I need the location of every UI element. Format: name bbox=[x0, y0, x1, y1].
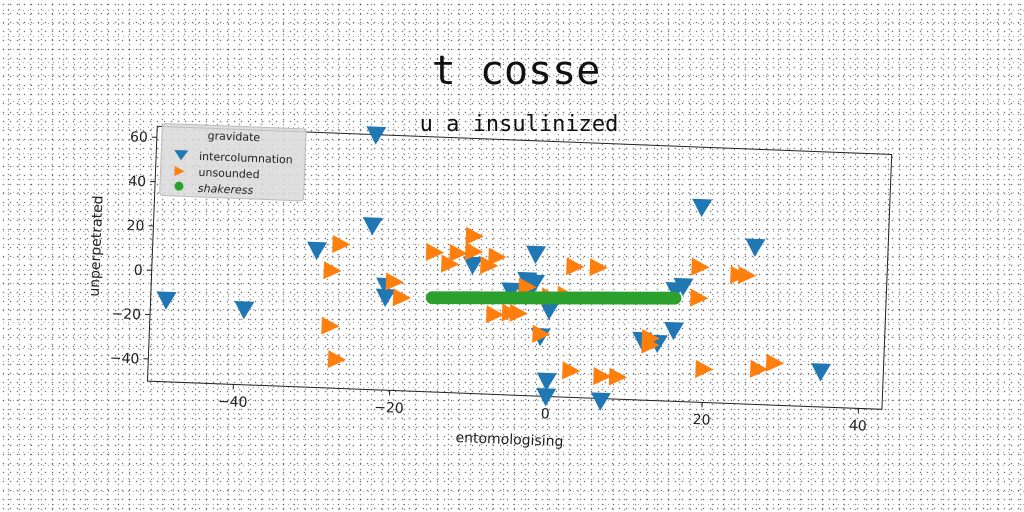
intercolumnation-point bbox=[307, 241, 328, 261]
legend-box bbox=[159, 123, 307, 202]
unsounded-point bbox=[425, 243, 445, 261]
x-axis-label: entomologising bbox=[455, 430, 563, 450]
unsounded-point bbox=[589, 258, 608, 277]
unsounded-point bbox=[480, 256, 499, 275]
unsounded-point bbox=[509, 303, 528, 322]
intercolumnation-point bbox=[673, 277, 694, 297]
intercolumnation-point bbox=[362, 217, 383, 236]
legend-label-intercolumnation: intercolumnation bbox=[199, 150, 293, 167]
axis-ticks: −40 −20 0 20 40 −40 −20 0 20 40 60 bbox=[109, 129, 867, 435]
unsounded-point bbox=[323, 261, 342, 280]
plot-frame bbox=[146, 125, 893, 410]
x-tick-label: −20 bbox=[374, 400, 404, 417]
unsounded-point bbox=[593, 367, 612, 386]
unsounded-point bbox=[485, 305, 505, 324]
unsounded-point bbox=[440, 254, 460, 273]
y-tick-label: −20 bbox=[111, 306, 141, 323]
unsounded-point bbox=[392, 288, 412, 307]
x-tick-label: 40 bbox=[849, 418, 867, 435]
intercolumnation-point bbox=[234, 300, 255, 320]
intercolumnation-point bbox=[664, 321, 684, 341]
unsounded-point bbox=[327, 350, 347, 369]
x-tick-label: −40 bbox=[218, 394, 248, 411]
legend-marker-intercolumnation bbox=[174, 149, 189, 161]
legend-label-shakeress: shakeress bbox=[198, 182, 254, 197]
x-tick-label: 20 bbox=[692, 412, 710, 429]
intercolumnation-point bbox=[366, 126, 387, 145]
intercolumnation-point bbox=[536, 372, 557, 391]
unsounded-point bbox=[385, 272, 404, 291]
unsounded-point bbox=[488, 247, 507, 266]
data-marks bbox=[156, 126, 832, 411]
unsounded-point bbox=[608, 367, 628, 386]
intercolumnation-point bbox=[524, 274, 545, 293]
unsounded-point bbox=[562, 361, 581, 380]
intercolumnation-point bbox=[590, 392, 611, 411]
intercolumnation-point bbox=[463, 256, 484, 275]
unsounded-point bbox=[464, 242, 484, 261]
unsounded-point bbox=[691, 257, 710, 276]
unsounded-point bbox=[737, 266, 757, 285]
intercolumnation-point bbox=[156, 291, 177, 310]
legend-marker-unsounded bbox=[174, 165, 185, 176]
unsounded-point bbox=[465, 226, 484, 245]
intercolumnation-point bbox=[692, 198, 713, 218]
shakeress-point bbox=[668, 291, 682, 305]
unsounded-point bbox=[641, 335, 660, 354]
intercolumnation-point bbox=[539, 301, 560, 320]
unsounded-point bbox=[749, 359, 769, 378]
unsounded-point bbox=[449, 243, 468, 262]
intercolumnation-point bbox=[526, 245, 547, 264]
unsounded-point bbox=[695, 359, 714, 378]
y-tick-label: 20 bbox=[126, 218, 144, 235]
intercolumnation-point bbox=[375, 288, 396, 308]
y-tick-label: 60 bbox=[130, 129, 148, 146]
legend-marker-shakeress bbox=[174, 181, 184, 191]
unsounded-point bbox=[566, 257, 585, 276]
unsounded-point bbox=[332, 234, 351, 253]
y-tick-label: 0 bbox=[133, 263, 143, 279]
unsounded-point bbox=[765, 353, 785, 372]
chart-title: t cosse bbox=[432, 48, 601, 94]
legend-label-unsounded: unsounded bbox=[198, 166, 260, 181]
intercolumnation-point bbox=[536, 388, 557, 407]
unsounded-point bbox=[321, 316, 340, 335]
unsounded-point bbox=[532, 324, 551, 343]
unsounded-point bbox=[690, 288, 709, 307]
legend: gravidate intercolumnation unsounded sha… bbox=[159, 123, 307, 202]
chart-subtitle: u a insulinized bbox=[420, 112, 619, 137]
unsounded-point bbox=[518, 277, 537, 296]
y-tick-label: 40 bbox=[128, 174, 146, 191]
legend-title: gravidate bbox=[207, 129, 260, 144]
x-tick-label: 0 bbox=[540, 406, 550, 422]
intercolumnation-point bbox=[811, 363, 832, 382]
intercolumnation-point bbox=[745, 238, 766, 257]
y-tick-label: −40 bbox=[109, 350, 139, 367]
y-axis-label: unperpetrated bbox=[87, 195, 107, 297]
